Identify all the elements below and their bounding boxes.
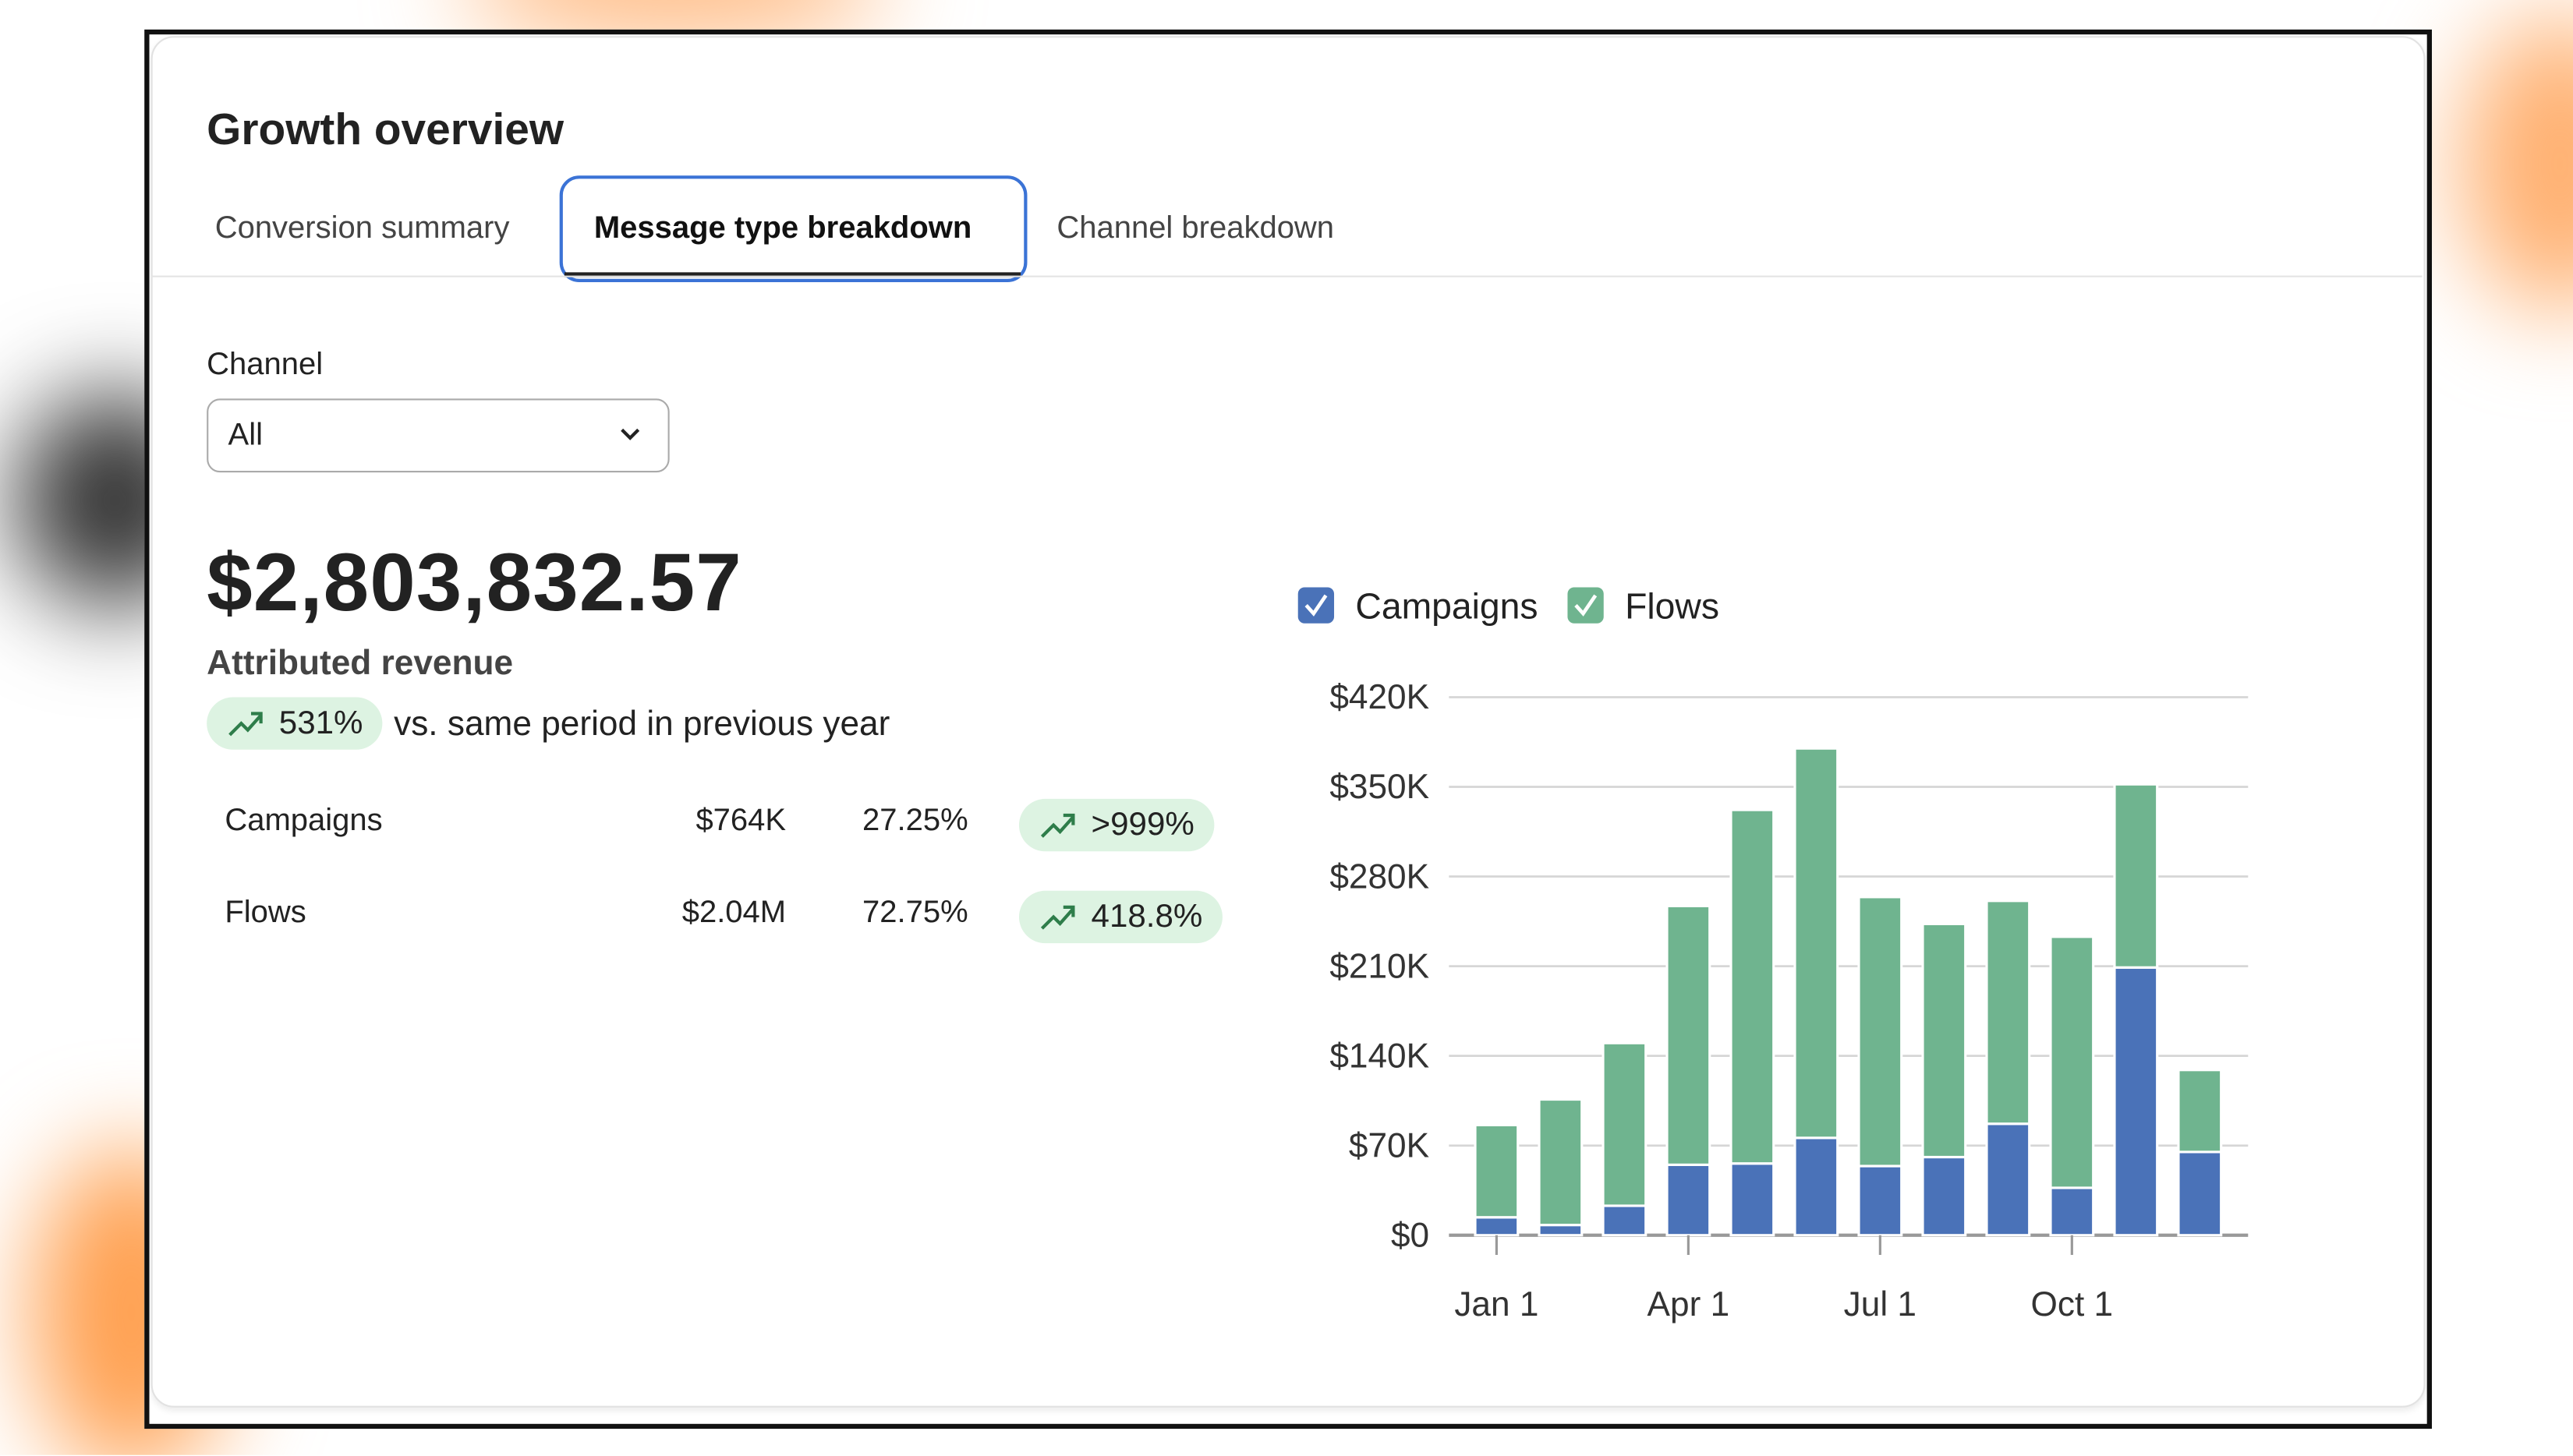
bar-segment: [2177, 1150, 2223, 1237]
check-icon: [1574, 594, 1598, 617]
tab-focus-ring: [559, 175, 1028, 282]
bar-segment: [1985, 1122, 2031, 1237]
trend-icon: [1040, 905, 1075, 930]
row-revenue: $764K: [695, 804, 787, 839]
bar-segment: [1921, 1155, 1967, 1237]
bar-segment: [1793, 1136, 1839, 1237]
page-title: Growth overview: [207, 104, 565, 154]
bar-segment: [1538, 1097, 1584, 1227]
trend-icon: [228, 712, 263, 737]
bar-segment: [2113, 783, 2159, 969]
y-tick-label: $70K: [1349, 1126, 1429, 1164]
bar-segment: [1601, 1041, 1647, 1207]
growth-badge: 531%: [207, 697, 383, 750]
legend-item[interactable]: Campaigns: [1297, 585, 1538, 626]
revenue-label: Attributed revenue: [207, 645, 514, 683]
row-name: Flows: [225, 896, 306, 931]
bar-segment: [1793, 747, 1839, 1140]
bar-segment: [2049, 1186, 2095, 1237]
legend-item[interactable]: Flows: [1567, 585, 1719, 626]
x-tick-label: Jan 1: [1454, 1285, 1538, 1323]
bar-segment: [1665, 1163, 1711, 1237]
growth-badge: >999%: [1018, 798, 1215, 852]
bar-segment: [1474, 1123, 1520, 1219]
dropdown-value: All: [228, 418, 263, 453]
y-tick-label: $280K: [1329, 857, 1429, 896]
row-name: Campaigns: [225, 804, 383, 839]
legend-label: Flows: [1625, 585, 1719, 626]
bar-segment: [1729, 1162, 1775, 1237]
legend-checkbox: [1567, 587, 1604, 624]
tab-divider: [150, 275, 2423, 277]
growth-badge: 418.8%: [1018, 890, 1223, 944]
y-tick-label: $140K: [1329, 1037, 1429, 1075]
row-revenue: $2.04M: [681, 896, 787, 931]
bar-segment: [1921, 922, 1967, 1159]
bar-segment: [1985, 899, 2031, 1126]
x-tick-label: Oct 1: [2031, 1285, 2114, 1323]
comparison-text: vs. same period in previous year: [394, 705, 890, 744]
chevron-icon: [621, 428, 640, 440]
card: [150, 36, 2426, 1408]
filter-label: Channel: [207, 348, 324, 383]
y-tick-label: $420K: [1329, 678, 1429, 716]
bar-segment: [1474, 1216, 1520, 1237]
legend-label: Campaigns: [1355, 585, 1538, 626]
dropdown[interactable]: All: [207, 398, 670, 473]
growth-value: 418.8%: [1091, 898, 1203, 935]
bar-segment: [1538, 1224, 1584, 1237]
x-tick-label: Apr 1: [1647, 1285, 1730, 1323]
bar-segment: [1601, 1204, 1647, 1237]
revenue-total: $2,803,832.57: [207, 536, 742, 629]
bar-segment: [2113, 966, 2159, 1237]
bar-segment: [2049, 935, 2095, 1189]
check-icon: [1304, 594, 1328, 617]
tab[interactable]: Conversion summary: [214, 211, 510, 246]
row-share: 72.75%: [862, 896, 968, 931]
legend-checkbox: [1297, 587, 1335, 624]
row-share: 27.25%: [862, 804, 968, 839]
tab[interactable]: Channel breakdown: [1056, 211, 1335, 246]
trend-icon: [1040, 813, 1075, 838]
tab-active[interactable]: Message type breakdown: [593, 211, 972, 246]
x-tick-label: Jul 1: [1844, 1285, 1916, 1323]
y-tick-label: $210K: [1329, 947, 1429, 985]
growth-value: >999%: [1091, 806, 1194, 843]
bar-segment: [1857, 896, 1903, 1168]
bar-segment: [1729, 808, 1775, 1165]
y-tick-label: $350K: [1329, 768, 1429, 806]
bar-segment: [2177, 1069, 2223, 1154]
bar-segment: [1857, 1164, 1903, 1237]
y-tick-label: $0: [1391, 1216, 1429, 1254]
growth-value: 531%: [278, 704, 363, 741]
tab-indicator: [564, 272, 1021, 277]
bar-segment: [1665, 904, 1711, 1166]
